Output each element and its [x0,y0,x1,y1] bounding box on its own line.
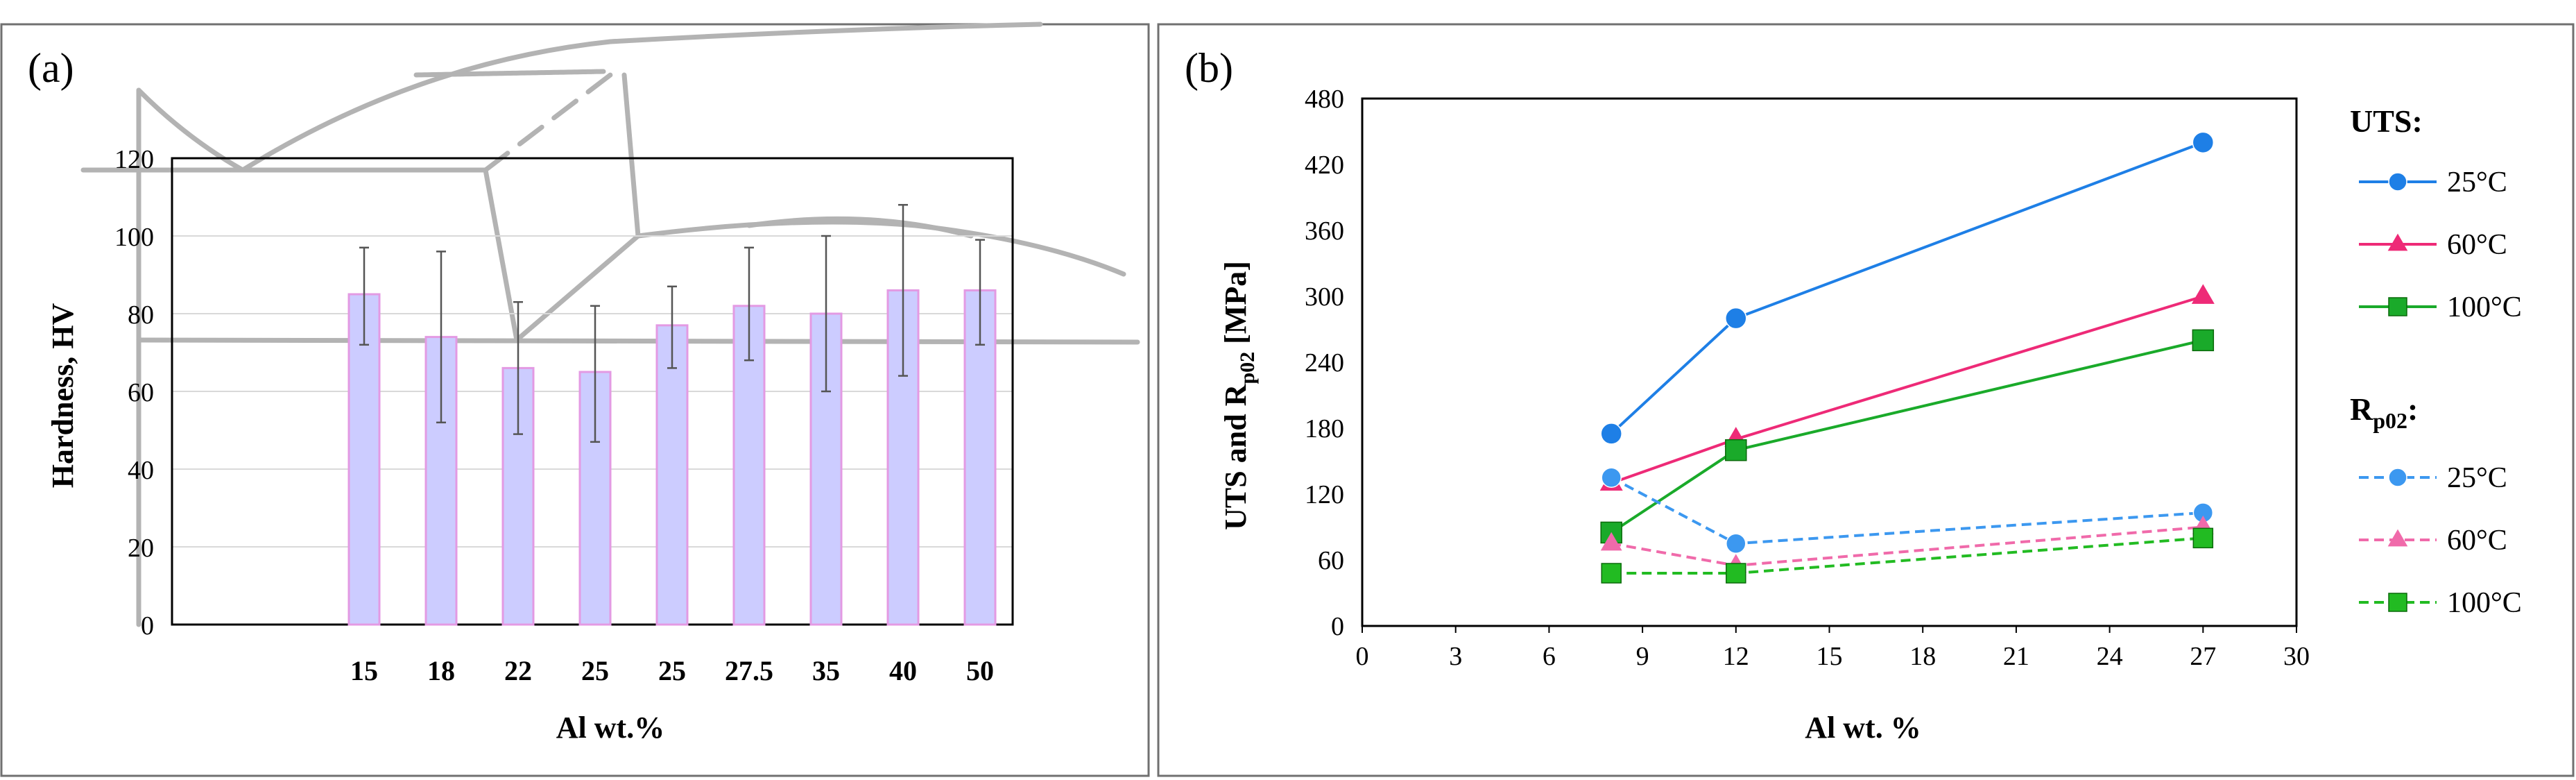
legend-title-main: UTS: [2350,103,2423,139]
bar [963,289,997,626]
legend-label: 60°C [2447,229,2507,261]
x-tick-label: 27.5 [725,655,773,686]
y-tick-label: 100 [114,223,154,252]
y-axis-title-sub: p02 [1236,352,1259,384]
y-axis-title: UTS and Rp02 [MPa] [1219,261,1259,530]
data-point [1601,563,1622,584]
data-point [2387,529,2408,547]
data-point [2192,329,2215,352]
y-tick-label: 120 [114,145,154,174]
x-tick-label: 50 [966,655,994,686]
legend-title: UTS: [2350,103,2423,139]
y-axis-title-unit: [MPa] [1219,261,1253,352]
plot-area: 0 60 120 180 240 300 360 420 480 0 3 6 9 12 15 18 21 24 27… [1305,85,2310,671]
y-tick-label: 300 [1305,282,1344,312]
x-tick-label: 25 [581,655,609,686]
x-axis-title: Al wt. % [1805,711,1921,745]
data-point [1725,307,1747,330]
legend-title-main: R [2350,391,2373,427]
legend-label: 60°C [2447,525,2507,557]
legend-label: 100°C [2447,291,2522,323]
data-point [1601,467,1622,488]
bar [655,324,689,626]
data-point [2192,131,2215,154]
x-tick-label: 40 [889,655,917,686]
y-tick-label: 60 [1318,546,1344,575]
panel-a: 0 20 40 60 80 100 120 15 18 22 25 25 27.5 35 40 50 (a) … [0,0,1151,780]
x-tick-label: 30 [2283,642,2310,671]
x-tick-label: 18 [1909,642,1936,671]
x-tick-label: 22 [504,655,532,686]
bar [347,293,381,626]
y-tick-label: 420 [1305,151,1344,180]
panel-label: (b) [1185,45,1233,91]
y-axis-title: Hardness, HV [46,303,80,489]
strength-chart: 0 60 120 180 240 300 360 420 480 0 3 6 9 12 15 18 21 24 27… [1157,23,2575,777]
y-tick-label: 120 [1305,480,1344,509]
y-tick-label: 80 [128,300,154,330]
legend-label: 25°C [2447,462,2507,494]
x-tick-label: 0 [1356,642,1369,671]
x-tick-label: 15 [350,655,378,686]
legend-title: Rp02: [2350,391,2418,433]
data-point [2192,527,2214,549]
legend: UTS: Rp02: 25°C 60°C 100°C 25°C 60°C 100°C [2350,103,2522,619]
x-tick-label: 18 [427,655,455,686]
y-tick-label: 60 [128,378,154,407]
y-tick-label: 360 [1305,217,1344,246]
data-point [2388,468,2407,487]
phase-diagram-background [80,22,1140,627]
data-point [1600,423,1622,445]
legend-label: 25°C [2447,167,2507,198]
x-tick-label: 3 [1449,642,1462,671]
legend-title-suffix: : [2407,391,2418,427]
y-tick-label: 240 [1305,348,1344,378]
plot-area: 0 20 40 60 80 100 120 15 18 22 25 25 27.5 35 40 50 [114,145,1014,686]
data-point [1600,532,1622,551]
x-tick-label: 27 [2190,642,2216,671]
panel-label: (a) [28,45,74,91]
panel-b: 0 60 120 180 240 300 360 420 480 0 3 6 9 12 15 18 21 24 27… [1157,0,2576,780]
data-point [2388,172,2407,192]
y-tick-label: 180 [1305,414,1344,443]
x-tick-label: 6 [1543,642,1556,671]
data-point [1726,533,1746,554]
legend-label: 100°C [2447,587,2522,619]
data-point [2387,233,2408,251]
x-tick-label: 12 [1723,642,1749,671]
x-tick-label: 35 [812,655,840,686]
panel-frame [0,23,1150,777]
legend-title-sub: p02 [2373,408,2407,433]
x-tick-label: 15 [1817,642,1843,671]
x-tick-label: 21 [2003,642,2029,671]
data-point [2191,284,2215,304]
x-tick-label: 9 [1636,642,1649,671]
x-tick-label: 24 [2097,642,2123,671]
x-axis-title: Al wt.% [556,711,664,745]
y-tick-label: 480 [1305,85,1344,114]
y-tick-label: 40 [128,456,154,485]
data-point [1726,563,1746,584]
y-tick-label: 0 [1331,612,1344,641]
data-point [2388,593,2407,612]
y-tick-label: 0 [141,611,154,641]
x-tick-label: 25 [658,655,686,686]
data-point [1725,439,1747,461]
y-tick-label: 20 [128,534,154,563]
data-point [2388,297,2407,316]
y-axis-title-main: UTS and R [1219,383,1253,530]
